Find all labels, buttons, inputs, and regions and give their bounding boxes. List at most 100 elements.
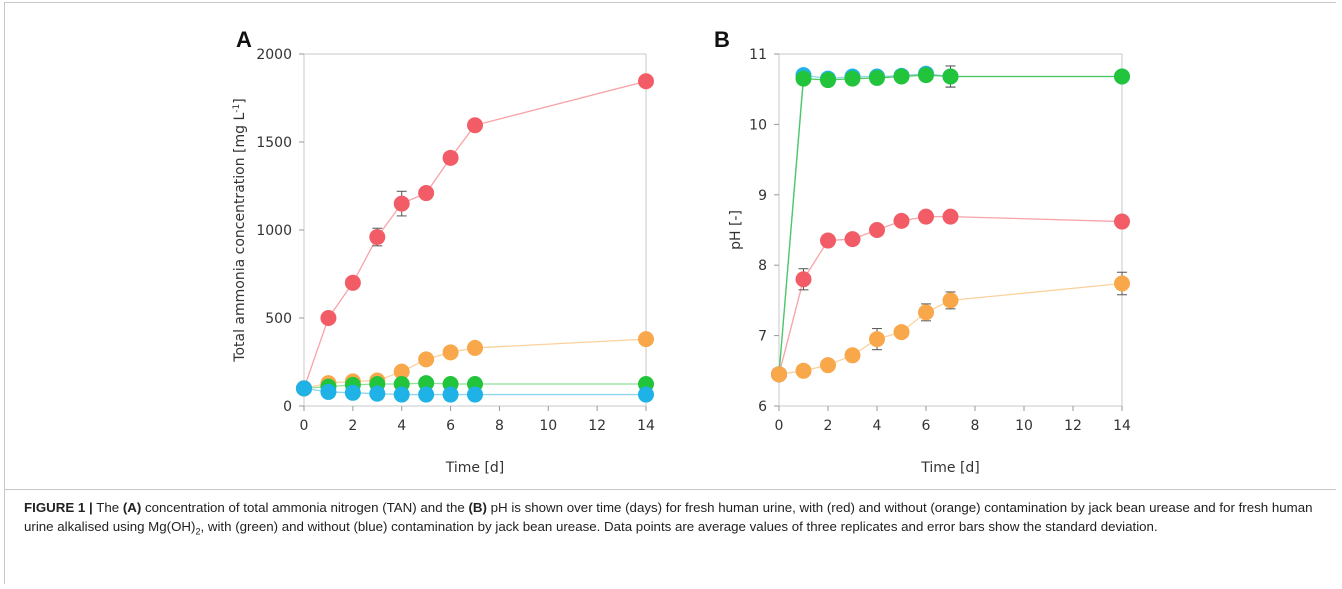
- x-tick-label: 8: [495, 418, 504, 434]
- y-tick-label: 9: [758, 188, 767, 204]
- data-point: [918, 304, 934, 321]
- data-point: [844, 70, 861, 87]
- data-point: [795, 271, 812, 288]
- data-point: [1114, 68, 1130, 85]
- series-2: [771, 208, 1130, 383]
- caption-subscript: 2: [195, 526, 201, 537]
- series-line: [778, 74, 1122, 375]
- x-tick-label: 0: [775, 418, 784, 434]
- panel-label-b: B: [714, 27, 730, 52]
- data-point: [638, 331, 654, 348]
- data-point: [844, 231, 861, 248]
- data-point: [893, 68, 910, 85]
- caption-text-1: The: [92, 500, 123, 515]
- caption-label: FIGURE 1 |: [24, 500, 93, 515]
- data-point: [418, 351, 435, 368]
- data-point: [467, 386, 483, 403]
- data-point: [820, 72, 836, 89]
- x-tick-label: 14: [637, 418, 655, 434]
- data-point: [296, 380, 312, 397]
- y-tick-label: 2000: [256, 47, 292, 63]
- caption-ref-b: (B): [468, 500, 487, 515]
- y-axis-label-superscript: -1: [232, 104, 242, 113]
- data-point: [820, 232, 836, 249]
- figure-frame: [4, 2, 1336, 584]
- x-tick-label: 4: [397, 418, 406, 434]
- data-point: [869, 69, 885, 86]
- data-point: [442, 149, 459, 166]
- x-axis-label: Time [d]: [445, 460, 505, 476]
- y-tick-label: 10: [749, 117, 767, 133]
- chart-panel-a: 0 2 4 6 8 10 12 14 0 500 1000 1500 2000 Time [d] Total…: [232, 47, 655, 476]
- data-point: [869, 331, 885, 348]
- data-point: [320, 383, 337, 400]
- y-tick-label: 7: [758, 329, 767, 345]
- series-3: [771, 271, 1130, 383]
- data-point: [820, 357, 836, 374]
- data-point: [418, 386, 435, 403]
- y-tick-label: 1000: [256, 223, 292, 239]
- x-axis-label: Time [d]: [920, 460, 980, 476]
- x-tick-label: 6: [922, 418, 931, 434]
- data-point: [442, 344, 459, 361]
- data-point: [344, 274, 361, 291]
- x-tick-label: 2: [824, 418, 833, 434]
- caption-text-4: , with (green) and without (blue) contam…: [200, 519, 1158, 534]
- data-point: [869, 222, 885, 238]
- x-tick-label: 14: [1113, 418, 1131, 434]
- data-point: [393, 363, 410, 380]
- y-tick-label: 11: [749, 47, 767, 63]
- chart-panel-b: 0 2 4 6 8 10 12 14 6 7 8 9 10 11 Time [d] pH [-]: [728, 47, 1131, 476]
- panel-label-a: A: [236, 27, 252, 52]
- data-point: [369, 385, 386, 402]
- data-point: [771, 366, 787, 383]
- data-point: [795, 70, 812, 87]
- caption-text-3: pH is shown over time (days) for fresh h…: [24, 500, 1313, 534]
- y-axis-label-end: ]: [232, 98, 248, 103]
- data-point: [942, 68, 959, 85]
- data-point: [638, 386, 654, 403]
- figure-caption: FIGURE 1 | The (A) concentration of tota…: [24, 498, 1324, 542]
- x-tick-label: 0: [300, 418, 309, 434]
- x-tick-label: 10: [1015, 418, 1033, 434]
- data-point: [795, 362, 812, 379]
- data-point: [893, 212, 910, 229]
- y-tick-label: 1500: [256, 135, 292, 151]
- data-point: [942, 292, 959, 309]
- caption-ref-a: (A): [122, 500, 142, 515]
- x-tick-label: 10: [539, 418, 557, 434]
- data-point: [918, 67, 934, 84]
- data-point: [418, 375, 435, 392]
- data-point: [893, 324, 910, 341]
- data-point: [320, 310, 337, 326]
- x-tick-label: 8: [971, 418, 980, 434]
- data-point: [1114, 275, 1130, 292]
- x-tick-label: 2: [348, 418, 357, 434]
- caption-text-2: concentration of total ammonia nitrogen …: [141, 500, 469, 515]
- data-point: [467, 117, 483, 134]
- y-axis-label: Total ammonia concentration [mg L-1]: [232, 98, 248, 362]
- data-point: [844, 347, 861, 364]
- data-point: [344, 384, 361, 401]
- x-tick-label: 4: [873, 418, 882, 434]
- y-axis-label: pH [-]: [728, 210, 744, 250]
- data-point: [393, 386, 410, 403]
- x-tick-label: 6: [446, 418, 455, 434]
- y-tick-label: 6: [758, 399, 767, 415]
- y-tick-label: 0: [283, 399, 292, 415]
- data-point: [1114, 213, 1130, 230]
- x-tick-label: 12: [1064, 418, 1082, 434]
- data-point: [638, 73, 654, 90]
- plot-area: [778, 53, 1123, 407]
- data-point: [918, 208, 934, 225]
- x-tick-label: 12: [588, 418, 606, 434]
- data-point: [442, 386, 459, 403]
- y-tick-label: 8: [758, 258, 767, 274]
- data-point: [418, 185, 435, 202]
- series-1: [771, 65, 1130, 383]
- data-point: [393, 195, 410, 212]
- data-point: [467, 339, 483, 356]
- series-3: [296, 380, 654, 403]
- data-point: [942, 208, 959, 225]
- caption-divider: [4, 489, 1336, 490]
